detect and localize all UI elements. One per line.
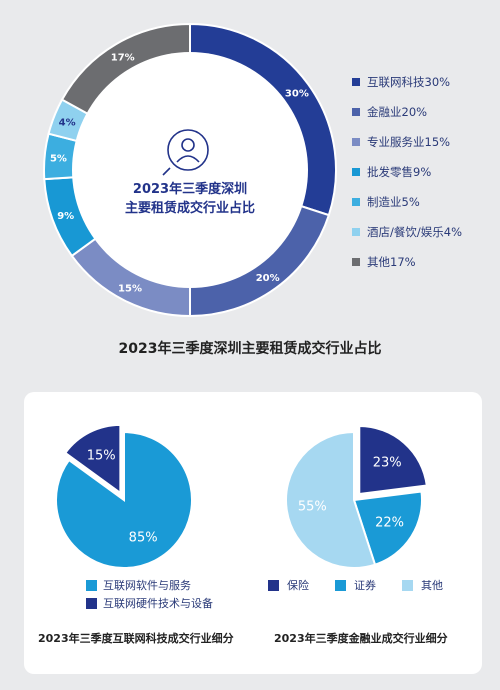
- slice-value-label: 85%: [129, 531, 158, 546]
- finance-legend: 保险 证券 其他: [268, 577, 469, 593]
- icon-pointer-line: [162, 167, 171, 176]
- legend-swatch: [352, 258, 360, 266]
- center-text-line-1: 2023年三季度深圳: [133, 181, 247, 197]
- legend-swatch: [335, 579, 346, 591]
- legend-label: 互联网硬件技术与设备: [103, 597, 213, 610]
- legend-label: 互联网科技30%: [367, 75, 451, 89]
- legend-item: 专业服务业15%: [352, 130, 462, 154]
- finance-chart-title: 2023年三季度金融业成交行业细分: [274, 632, 448, 645]
- legend-swatch: [352, 168, 360, 176]
- legend-item: 酒店/餐饮/娱乐4%: [352, 220, 462, 244]
- legend-item: 互联网软件与服务: [86, 576, 213, 594]
- user-icon: [167, 129, 209, 171]
- legend-item: 制造业5%: [352, 190, 462, 214]
- legend-label: 其他: [421, 579, 443, 592]
- slice-value-label: 55%: [298, 500, 327, 515]
- internet-tech-pie-chart: 85% 15%: [55, 423, 193, 569]
- legend-label: 金融业20%: [367, 105, 428, 119]
- legend-swatch: [352, 228, 360, 236]
- pie-slice: [285, 430, 377, 569]
- legend-item: 其他: [402, 577, 443, 593]
- slice-value-label: 9%: [57, 211, 74, 222]
- main-chart-title: 2023年三季度深圳主要租赁成交行业占比: [118, 341, 382, 357]
- slice-value-label: 4%: [59, 117, 76, 128]
- legend-label: 制造业5%: [367, 195, 420, 209]
- internet-tech-chart-title: 2023年三季度互联网科技成交行业细分: [38, 632, 234, 645]
- main-donut-chart: 2023年三季度深圳 主要租赁成交行业占比 30% 20% 15% 9% 5% 4% 17%: [43, 22, 337, 318]
- legend-label: 酒店/餐饮/娱乐4%: [367, 225, 462, 239]
- pie-slice: [63, 423, 122, 495]
- center-text-line-2: 主要租赁成交行业占比: [125, 200, 255, 216]
- legend-swatch: [352, 108, 360, 116]
- legend-swatch: [268, 579, 279, 591]
- pie-slice: [55, 430, 193, 569]
- legend-item: 其他17%: [352, 250, 462, 274]
- legend-label: 批发零售9%: [367, 165, 432, 179]
- pie-slice: [352, 490, 423, 566]
- pie-slice: [358, 424, 428, 496]
- legend-item: 金融业20%: [352, 100, 462, 124]
- finance-pie-chart: 23% 22% 55%: [285, 424, 428, 569]
- legend-item: 保险: [268, 577, 309, 593]
- slice-value-label: 22%: [375, 516, 404, 531]
- legend-swatch: [86, 597, 97, 609]
- legend-label: 其他17%: [367, 255, 416, 269]
- legend-item: 证券: [335, 577, 376, 593]
- main-legend: 互联网科技30% 金融业20% 专业服务业15% 批发零售9% 制造业5% 酒店…: [352, 70, 462, 280]
- legend-swatch: [402, 579, 413, 591]
- legend-label: 互联网软件与服务: [103, 579, 191, 592]
- legend-swatch: [352, 198, 360, 206]
- legend-swatch: [352, 138, 360, 146]
- legend-item: 批发零售9%: [352, 160, 462, 184]
- internet-tech-legend: 互联网软件与服务 互联网硬件技术与设备: [86, 576, 213, 612]
- slice-value-label: 15%: [87, 448, 116, 463]
- legend-swatch: [352, 78, 360, 86]
- legend-label: 保险: [287, 579, 309, 592]
- legend-swatch: [86, 579, 97, 591]
- legend-item: 互联网科技30%: [352, 70, 462, 94]
- legend-item: 互联网硬件技术与设备: [86, 594, 213, 612]
- slice-value-label: 17%: [111, 52, 135, 63]
- legend-label: 证券: [354, 579, 376, 592]
- slice-value-label: 23%: [373, 455, 402, 470]
- slice-value-label: 5%: [50, 154, 67, 165]
- legend-label: 专业服务业15%: [367, 135, 451, 149]
- slice-value-label: 30%: [285, 88, 309, 99]
- slice-value-label: 20%: [256, 273, 280, 284]
- slice-value-label: 15%: [118, 284, 142, 295]
